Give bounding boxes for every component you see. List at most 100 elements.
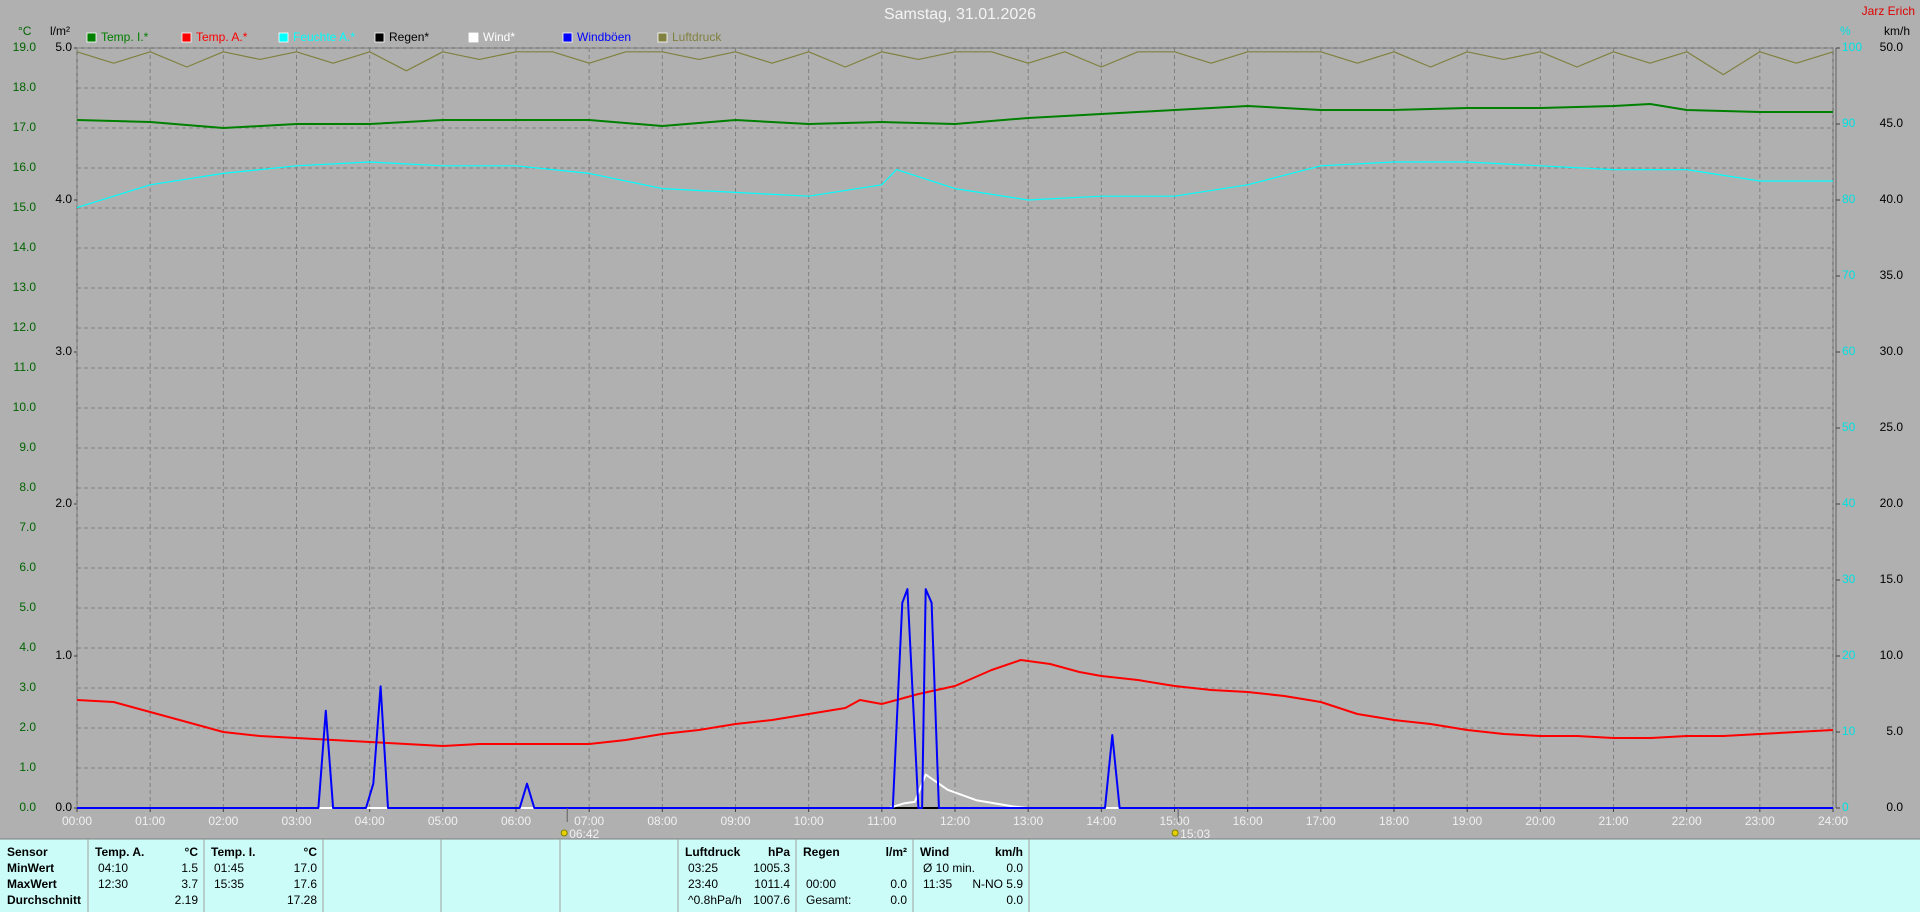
- y-tick-label: 0.0: [19, 800, 36, 814]
- table-header: Temp. I.: [211, 845, 255, 859]
- legend-swatch: [86, 32, 97, 43]
- legend-label: Temp. A.*: [196, 30, 248, 44]
- table-row-label: MinWert: [7, 861, 54, 875]
- wind-tick-label: 30.0: [1880, 344, 1904, 358]
- series-line: [77, 588, 1833, 809]
- legend-swatch: [374, 32, 385, 43]
- x-tick-label: 17:00: [1306, 814, 1336, 828]
- table-value: 0.0: [1006, 861, 1023, 875]
- table-header: Luftdruck: [685, 845, 741, 859]
- x-tick-label: 08:00: [647, 814, 677, 828]
- wind-tick-label: 50.0: [1880, 40, 1904, 54]
- table-unit: l/m²: [886, 845, 907, 859]
- table-value: 17.6: [294, 877, 318, 891]
- humidity-tick-label: 80: [1842, 192, 1856, 206]
- y-axis-unit: °C: [18, 24, 32, 38]
- y-tick-label: 16.0: [13, 160, 37, 174]
- y-tick-label: 7.0: [19, 520, 36, 534]
- rain-tick-label: 4.0: [55, 192, 72, 206]
- x-tick-label: 22:00: [1672, 814, 1702, 828]
- series-line: [76, 51, 1834, 76]
- legend-label: Regen*: [389, 30, 429, 44]
- table-value: 0.0: [890, 877, 907, 891]
- y-tick-label: 2.0: [19, 720, 36, 734]
- y-tick-label: 10.0: [13, 400, 37, 414]
- table-unit: °C: [304, 845, 318, 859]
- y-tick-label: 12.0: [13, 320, 37, 334]
- humidity-tick-label: 60: [1842, 344, 1856, 358]
- table-value: N-NO 5.9: [972, 877, 1023, 891]
- rain-tick-label: 5.0: [55, 40, 72, 54]
- rain-axis-unit: l/m²: [50, 24, 70, 38]
- table-header: Wind: [920, 845, 949, 859]
- table-time: 11:35: [923, 877, 952, 891]
- sun-label: 06:42: [569, 827, 599, 841]
- x-tick-label: 24:00: [1818, 814, 1848, 828]
- table-time: 00:00: [806, 877, 836, 891]
- rain-tick-label: 0.0: [55, 800, 72, 814]
- legend-swatch: [657, 32, 668, 43]
- table-value: 0.0: [1006, 893, 1023, 907]
- chart-title: Samstag, 31.01.2026: [884, 6, 1036, 23]
- table-value: 0.0: [890, 893, 907, 907]
- sun-icon: [1171, 829, 1179, 837]
- x-tick-label: 09:00: [720, 814, 750, 828]
- legend-label: Windböen: [577, 30, 631, 44]
- x-tick-label: 12:00: [940, 814, 970, 828]
- table-time: Gesamt:: [806, 893, 851, 907]
- humidity-tick-label: 100: [1842, 40, 1862, 54]
- table-unit: °C: [185, 845, 199, 859]
- x-tick-label: 23:00: [1745, 814, 1775, 828]
- table-value: 1011.4: [754, 877, 790, 891]
- y-tick-label: 11.0: [14, 360, 37, 374]
- table-row-label: MaxWert: [7, 877, 57, 891]
- wind-tick-label: 20.0: [1880, 496, 1904, 510]
- table-time: 12:30: [98, 877, 128, 891]
- rain-tick-label: 1.0: [55, 648, 72, 662]
- y-tick-label: 17.0: [13, 120, 37, 134]
- legend-swatch: [468, 32, 479, 43]
- y-tick-label: 6.0: [19, 560, 36, 574]
- x-tick-label: 20:00: [1525, 814, 1555, 828]
- legend-swatch: [181, 32, 192, 43]
- table-value: 17.28: [287, 893, 317, 907]
- x-tick-label: 14:00: [1086, 814, 1116, 828]
- x-tick-label: 18:00: [1379, 814, 1409, 828]
- x-tick-label: 04:00: [355, 814, 385, 828]
- table-time: 01:45: [214, 861, 244, 875]
- humidity-axis-unit: %: [1840, 24, 1851, 38]
- y-tick-label: 5.0: [19, 600, 36, 614]
- table-value: 3.7: [181, 877, 198, 891]
- humidity-tick-label: 0: [1842, 800, 1849, 814]
- y-tick-label: 14.0: [13, 240, 37, 254]
- y-tick-label: 9.0: [19, 440, 36, 454]
- y-tick-label: 8.0: [19, 480, 36, 494]
- table-time: 04:10: [98, 861, 128, 875]
- table-time: 03:25: [688, 861, 718, 875]
- y-tick-label: 13.0: [13, 280, 37, 294]
- watermark: Jarz Erich: [1862, 4, 1915, 18]
- y-tick-label: 18.0: [13, 80, 37, 94]
- humidity-tick-label: 40: [1842, 496, 1856, 510]
- table-time: 23:40: [688, 877, 718, 891]
- x-tick-label: 15:00: [1159, 814, 1189, 828]
- humidity-tick-label: 70: [1842, 268, 1856, 282]
- wind-tick-label: 25.0: [1880, 420, 1904, 434]
- x-tick-label: 16:00: [1233, 814, 1263, 828]
- x-tick-label: 00:00: [62, 814, 92, 828]
- x-tick-label: 19:00: [1452, 814, 1482, 828]
- table-time: Ø 10 min.: [923, 861, 975, 875]
- table-time: ^0.8hPa/h: [688, 893, 742, 907]
- x-tick-label: 21:00: [1598, 814, 1628, 828]
- sun-label: 15:03: [1180, 827, 1210, 841]
- table-value: 2.19: [175, 893, 199, 907]
- table-header: Regen: [803, 845, 840, 859]
- wind-tick-label: 15.0: [1880, 572, 1904, 586]
- wind-tick-label: 45.0: [1880, 116, 1904, 130]
- x-tick-label: 02:00: [208, 814, 238, 828]
- humidity-tick-label: 20: [1842, 648, 1856, 662]
- table-unit: hPa: [768, 845, 790, 859]
- wind-tick-label: 0.0: [1886, 800, 1903, 814]
- x-tick-label: 13:00: [1013, 814, 1043, 828]
